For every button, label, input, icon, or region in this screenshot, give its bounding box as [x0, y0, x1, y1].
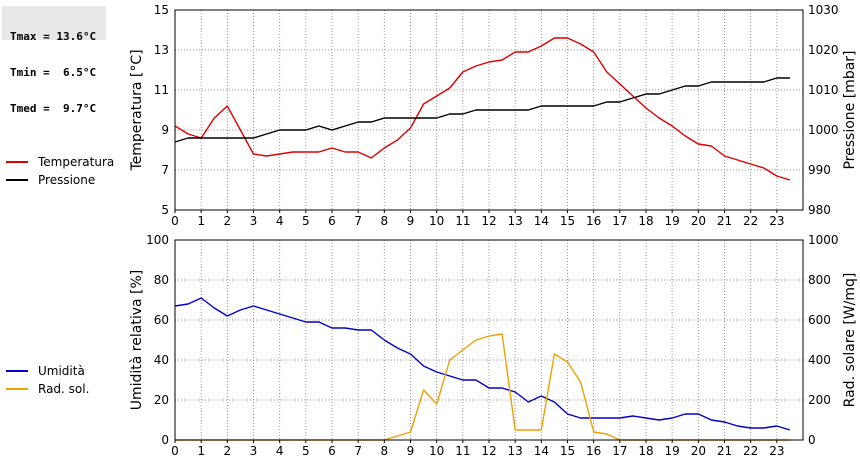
y-tick-label: 11	[154, 83, 169, 97]
x-tick-label: 19	[665, 444, 680, 458]
x-tick-label: 1	[197, 444, 205, 458]
series-line-umidit	[174, 297, 791, 431]
legend-item-rad-sol: Rad. sol.	[6, 380, 89, 398]
x-tick-label: 0	[171, 444, 179, 458]
y2-tick-label: 800	[808, 273, 831, 287]
y2-tick-label: 1000	[808, 123, 839, 137]
x-tick-label: 3	[250, 214, 258, 228]
x-tick-label: 1	[197, 214, 205, 228]
series-line-temperatura	[174, 37, 791, 181]
legend-swatch	[6, 161, 28, 163]
x-tick-label: 14	[534, 444, 549, 458]
y-tick-label: 9	[161, 123, 169, 137]
x-tick-label: 12	[481, 214, 496, 228]
x-tick-label: 7	[354, 444, 362, 458]
legend-swatch	[6, 388, 28, 390]
x-tick-label: 11	[455, 214, 470, 228]
x-tick-label: 19	[665, 214, 680, 228]
x-tick-label: 16	[586, 444, 601, 458]
x-tick-label: 7	[354, 214, 362, 228]
y-tick-label: 100	[146, 233, 169, 247]
y-tick-label: 80	[154, 273, 169, 287]
legend-bottom: Umidità Rad. sol.	[6, 362, 89, 398]
stat-tmin: Tmin = 6.5°C	[10, 66, 97, 79]
x-tick-label: 3	[250, 444, 258, 458]
y-tick-label: 5	[161, 203, 169, 217]
x-tick-label: 5	[302, 444, 310, 458]
x-tick-label: 18	[638, 444, 653, 458]
x-tick-label: 22	[743, 444, 758, 458]
legend-swatch	[6, 370, 28, 372]
legend-swatch	[6, 179, 28, 181]
y2-tick-label: 0	[808, 433, 816, 447]
y2-tick-label: 200	[808, 393, 831, 407]
x-tick-label: 23	[769, 214, 784, 228]
legend-item-temperatura: Temperatura	[6, 153, 114, 171]
y-tick-label: 7	[161, 163, 169, 177]
x-tick-label: 4	[276, 214, 284, 228]
x-tick-label: 9	[407, 214, 415, 228]
x-tick-label: 10	[429, 214, 444, 228]
series-line-pressione	[174, 77, 790, 143]
x-tick-label: 16	[586, 214, 601, 228]
x-tick-label: 21	[717, 444, 732, 458]
y2-axis-label: Rad. solare [W/mq]	[842, 273, 858, 408]
x-tick-label: 0	[171, 214, 179, 228]
x-tick-label: 6	[328, 214, 336, 228]
x-tick-label: 17	[612, 444, 627, 458]
y2-axis-label: Pressione [mbar]	[842, 50, 858, 169]
x-tick-label: 15	[560, 214, 575, 228]
x-tick-label: 18	[638, 214, 653, 228]
x-tick-label: 10	[429, 444, 444, 458]
y2-tick-label: 980	[808, 203, 831, 217]
y-tick-label: 40	[154, 353, 169, 367]
y2-tick-label: 600	[808, 313, 831, 327]
y-tick-label: 0	[161, 433, 169, 447]
x-tick-label: 14	[534, 214, 549, 228]
stats-summary: Tmax = 13.6°C Tmin = 6.5°C Tmed = 9.7°C	[2, 6, 106, 115]
y2-tick-label: 400	[808, 353, 831, 367]
stat-tmed: Tmed = 9.7°C	[10, 102, 97, 115]
x-tick-label: 13	[508, 214, 523, 228]
series-line-rad-sol	[175, 333, 790, 441]
y-tick-label: 13	[154, 43, 169, 57]
legend-item-pressione: Pressione	[6, 171, 114, 189]
y2-tick-label: 1010	[808, 83, 839, 97]
x-tick-label: 5	[302, 214, 310, 228]
y-tick-label: 20	[154, 393, 169, 407]
x-tick-label: 8	[381, 444, 389, 458]
x-tick-label: 17	[612, 214, 627, 228]
y-axis-label: Umidità relativa [%]	[129, 270, 145, 411]
x-tick-label: 12	[481, 444, 496, 458]
x-tick-label: 15	[560, 444, 575, 458]
y2-tick-label: 1000	[808, 233, 839, 247]
stat-tmax: Tmax = 13.6°C	[10, 30, 97, 43]
x-tick-label: 13	[508, 444, 523, 458]
x-tick-label: 22	[743, 214, 758, 228]
legend-item-umidita: Umidità	[6, 362, 89, 380]
y-axis-label: Temperatura [°C]	[129, 49, 145, 171]
x-tick-label: 21	[717, 214, 732, 228]
legend-top: Temperatura Pressione	[6, 153, 114, 189]
x-tick-label: 6	[328, 444, 336, 458]
x-tick-label: 2	[224, 444, 232, 458]
y-tick-label: 15	[154, 3, 169, 17]
y-tick-label: 60	[154, 313, 169, 327]
y2-tick-label: 1030	[808, 3, 839, 17]
x-tick-label: 2	[224, 214, 232, 228]
x-tick-label: 20	[691, 444, 706, 458]
x-tick-label: 20	[691, 214, 706, 228]
y2-tick-label: 1020	[808, 43, 839, 57]
x-tick-label: 8	[381, 214, 389, 228]
y2-tick-label: 990	[808, 163, 831, 177]
x-tick-label: 11	[455, 444, 470, 458]
x-tick-label: 4	[276, 444, 284, 458]
x-tick-label: 9	[407, 444, 415, 458]
x-tick-label: 23	[769, 444, 784, 458]
